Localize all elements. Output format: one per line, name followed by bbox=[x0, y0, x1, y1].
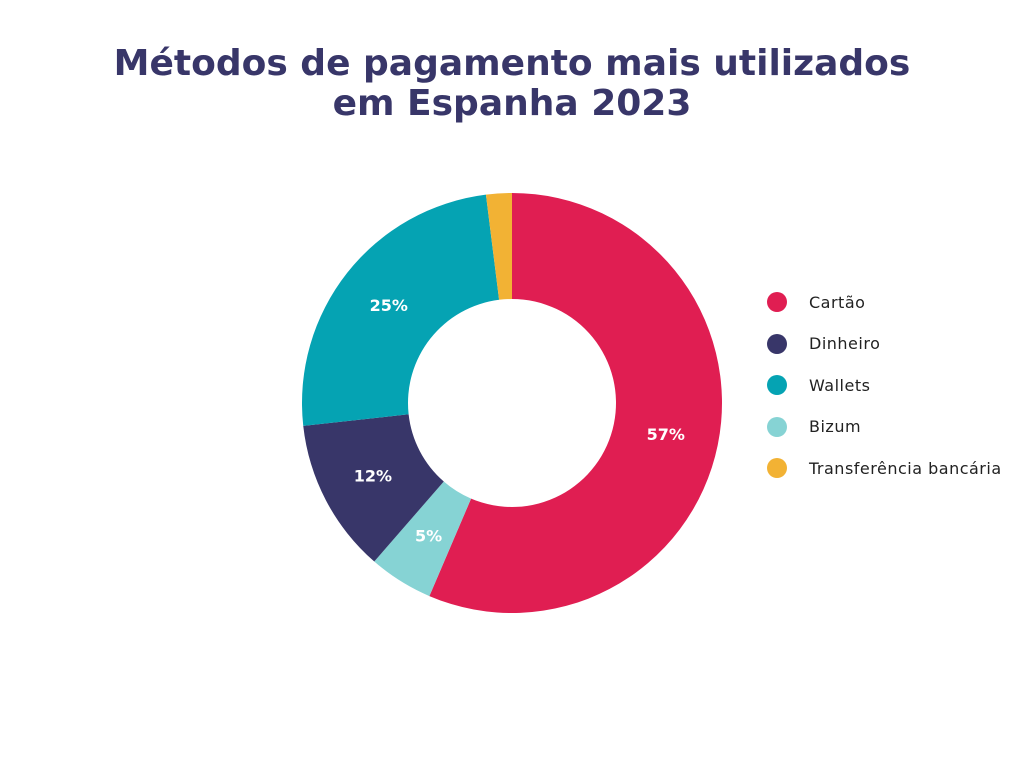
legend-item-dinheiro: Dinheiro bbox=[767, 332, 1002, 356]
data-label-dinheiro: 12% bbox=[354, 466, 392, 485]
legend-label: Cartão bbox=[809, 292, 866, 312]
legend-swatch bbox=[767, 416, 787, 437]
legend-item-cartao: Cartão bbox=[767, 290, 1002, 314]
data-label-cartao: 57% bbox=[647, 425, 685, 444]
legend: Cartão Dinheiro Wallets Bizum Transferência … bbox=[767, 290, 1002, 498]
legend-item-transferencia-bancaria: Transferência bancária bbox=[767, 456, 1002, 480]
legend-swatch bbox=[767, 375, 787, 395]
legend-label: Dinheiro bbox=[809, 334, 881, 353]
slice-dinheiro bbox=[303, 414, 444, 562]
slice-wallets bbox=[302, 194, 500, 426]
legend-item-bizum: Bizum bbox=[767, 415, 1002, 439]
chart-title-line-2: em Espanha 2023 bbox=[332, 83, 692, 124]
chart-title: Métodos de pagamento mais utilizados em … bbox=[0, 44, 1024, 124]
data-label-bizum: 5% bbox=[415, 527, 442, 546]
legend-label: Bizum bbox=[809, 417, 862, 436]
legend-label: Wallets bbox=[809, 375, 871, 395]
slice-bizum bbox=[374, 481, 472, 597]
slice-transferencia-bancaria bbox=[485, 193, 512, 300]
legend-swatch bbox=[767, 333, 787, 354]
slice-cartao bbox=[429, 193, 722, 613]
data-label-wallets: 25% bbox=[370, 296, 408, 315]
legend-item-wallets: Wallets bbox=[767, 373, 1002, 397]
legend-label: Transferência bancária bbox=[809, 458, 1002, 478]
legend-swatch bbox=[767, 292, 787, 312]
chart-title-line-1: Métodos de pagamento mais utilizados bbox=[113, 43, 911, 84]
legend-swatch bbox=[767, 458, 787, 478]
